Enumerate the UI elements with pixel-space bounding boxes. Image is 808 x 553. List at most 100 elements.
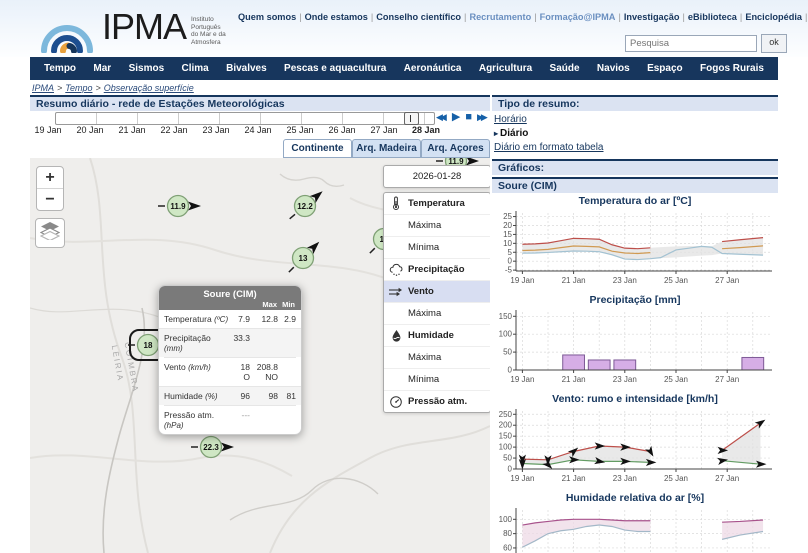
- date-slider-row: ◀◀ ▶ ■ ▶▶: [30, 111, 490, 126]
- zoom-in-button[interactable]: +: [37, 167, 63, 189]
- breadcrumb-separator: >: [95, 83, 101, 93]
- map-region-label: LEIRIA: [110, 344, 125, 382]
- map-menu-label: Pressão atm.: [408, 396, 468, 407]
- map-menu-label: Mínima: [408, 242, 440, 253]
- map-date-box[interactable]: 2026-01-28: [383, 165, 490, 188]
- top-link[interactable]: Enciclopédia: [745, 12, 802, 22]
- station-popup-title: Soure (CIM): [203, 289, 257, 300]
- layers-button[interactable]: [35, 218, 65, 248]
- nav-item-bivalves[interactable]: Bivalves: [226, 63, 267, 74]
- charts-header: Gráficos:: [492, 159, 778, 175]
- date-label: 21 Jan: [118, 125, 146, 135]
- wind-arrow-marker-icon: [594, 442, 606, 450]
- map-menu-item-m-xima[interactable]: Máxima: [384, 214, 490, 236]
- svg-text:50: 50: [503, 454, 512, 463]
- date-slider[interactable]: [55, 112, 435, 125]
- fast-forward-icon[interactable]: ▶▶: [476, 112, 488, 122]
- svg-text:150: 150: [499, 312, 513, 321]
- breadcrumb-link[interactable]: Observação superfície: [103, 83, 194, 93]
- svg-text:19 Jan: 19 Jan: [510, 276, 534, 285]
- station-popup-body: Temperatura (ºC) 7.9 12.8 2.9 Precipitação (…: [159, 310, 301, 434]
- wind-arrow-marker-icon: [620, 457, 631, 465]
- tab-arq-madeira[interactable]: Arq. Madeira: [352, 139, 421, 158]
- date-label: 27 Jan: [370, 125, 398, 135]
- selected-option-marker-icon: ▸: [494, 129, 499, 138]
- nav-item-tempo[interactable]: Tempo: [44, 63, 77, 74]
- svg-text:19 Jan: 19 Jan: [510, 474, 534, 483]
- svg-text:60: 60: [503, 543, 512, 552]
- station-popup-header: Soure (CIM) Max Min: [159, 286, 301, 310]
- play-icon[interactable]: ▶: [451, 111, 461, 123]
- map-menu-item-m-nima[interactable]: Mínima: [384, 236, 490, 258]
- tab-continente[interactable]: Continente: [283, 139, 352, 158]
- nav-item-clima[interactable]: Clima: [181, 63, 209, 74]
- station-marker[interactable]: 11.9: [158, 194, 201, 218]
- slider-thumb[interactable]: [403, 112, 419, 125]
- map-menu-item-precipita-o[interactable]: Precipitação: [384, 258, 490, 280]
- map-menu-item-humidade[interactable]: Humidade: [384, 324, 490, 346]
- summary-type-header: Tipo de resumo:: [492, 95, 778, 111]
- nav-item-aeron-utica[interactable]: Aeronáutica: [403, 63, 462, 74]
- popup-row-value: 96: [240, 391, 250, 401]
- map-menu-item-vento[interactable]: Vento: [384, 280, 490, 302]
- wind-arrow-marker-icon: [645, 445, 654, 457]
- top-link[interactable]: Recrutamento: [469, 12, 532, 22]
- zoom-out-button[interactable]: −: [45, 191, 55, 208]
- popup-row-value: 33.3: [233, 333, 250, 343]
- top-link[interactable]: Quem somos: [238, 12, 297, 22]
- top-link[interactable]: Conselho científico: [376, 12, 462, 22]
- popup-row-value: 208.8 NO: [256, 362, 278, 382]
- top-link[interactable]: Formação@IPMA: [539, 12, 616, 22]
- map-menu-item-temperatura[interactable]: Temperatura: [384, 193, 490, 214]
- popup-row-value: 18 O: [240, 362, 250, 382]
- summary-option-hor-rio[interactable]: Horário: [494, 113, 778, 127]
- map-menu-item-m-nima[interactable]: Mínima: [384, 368, 490, 390]
- top-links: Quem somos | Onde estamos | Conselho científ…: [238, 12, 807, 22]
- nav-item-sismos[interactable]: Sismos: [128, 63, 165, 74]
- separator: |: [805, 12, 808, 22]
- search-ok-button[interactable]: ok: [761, 34, 787, 53]
- svg-text:23 Jan: 23 Jan: [613, 276, 637, 285]
- station-marker[interactable]: 12.2: [289, 188, 326, 220]
- top-link[interactable]: eBiblioteca: [687, 12, 737, 22]
- map-menu-item-press-o-atm-[interactable]: Pressão atm.: [384, 390, 490, 412]
- cloud-icon: [384, 263, 408, 277]
- popup-row-value: 98: [268, 391, 278, 401]
- wind-arrow-marker-icon: [620, 443, 631, 451]
- search-input[interactable]: [625, 35, 757, 52]
- svg-text:25: 25: [503, 212, 512, 221]
- station-marker[interactable]: 22.3: [191, 435, 234, 459]
- breadcrumb-link[interactable]: Tempo: [65, 83, 93, 93]
- nav-item-navios[interactable]: Navios: [596, 63, 630, 74]
- nav-item-sa-de[interactable]: Saúde: [549, 63, 580, 74]
- map-menu-label: Mínima: [408, 374, 440, 385]
- popup-row-precipita-o: Precipitação (mm) 33.3: [159, 328, 301, 357]
- station-value: 22.3: [203, 443, 219, 452]
- summary-option-di-rio[interactable]: ▸ Diário: [494, 127, 778, 141]
- top-link[interactable]: Investigação: [623, 12, 680, 22]
- map-menu-item-m-xima[interactable]: Máxima: [384, 346, 490, 368]
- nav-item-espa-o[interactable]: Espaço: [647, 63, 683, 74]
- svg-text:15: 15: [503, 230, 512, 239]
- map-variable-menu: Temperatura Máxima Mínima Precipitação Vento…: [383, 192, 490, 413]
- nav-item-fogos-rurais[interactable]: Fogos Rurais: [700, 63, 764, 74]
- nav-item-mar[interactable]: Mar: [93, 63, 112, 74]
- map-menu-item-m-xima[interactable]: Máxima: [384, 302, 490, 324]
- tab-arq-a-ores[interactable]: Arq. Açores: [421, 139, 490, 158]
- nav-item-agricultura[interactable]: Agricultura: [478, 63, 533, 74]
- svg-text:10: 10: [503, 239, 512, 248]
- station-marker[interactable]: 13: [288, 239, 323, 273]
- rewind-icon[interactable]: ◀◀: [436, 112, 447, 122]
- date-label: 24 Jan: [244, 125, 272, 135]
- breadcrumb-link[interactable]: IPMA: [32, 83, 55, 93]
- stop-icon[interactable]: ■: [465, 111, 472, 123]
- station-circle: [293, 194, 317, 218]
- nav-item-pescas-e-aquacultura[interactable]: Pescas e aquacultura: [284, 63, 387, 74]
- summary-option-di-rio-em-formato-tabela[interactable]: Diário em formato tabela: [494, 141, 778, 155]
- summary-option-label: Diário: [500, 128, 529, 139]
- top-link[interactable]: Onde estamos: [304, 12, 368, 22]
